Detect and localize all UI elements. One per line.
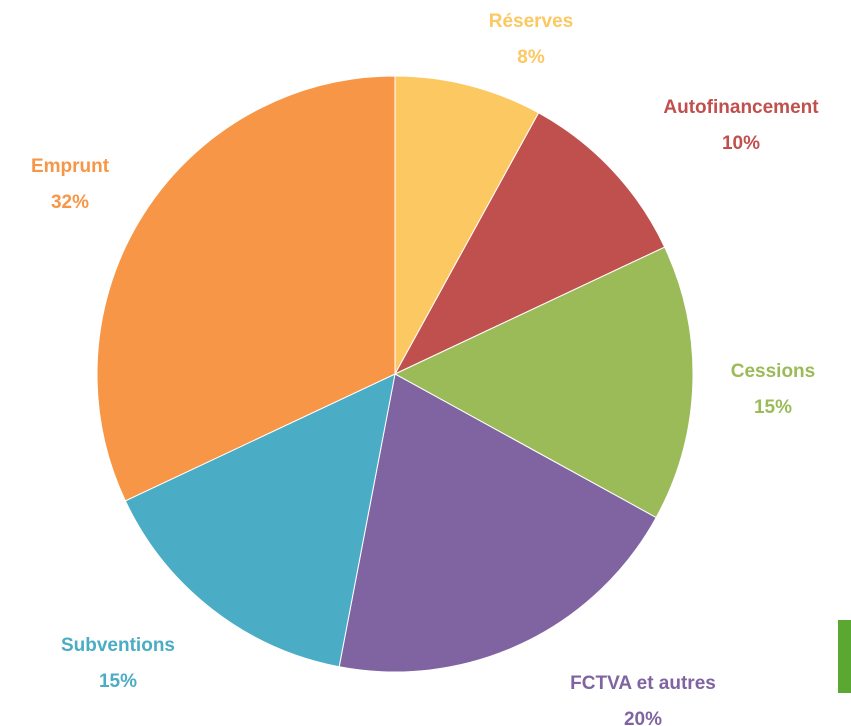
value-label: 20% xyxy=(624,709,662,726)
value-label: 8% xyxy=(517,47,545,68)
slice-label: FCTVA et autres xyxy=(570,673,716,694)
decoration xyxy=(838,620,851,693)
slice-label: Subventions xyxy=(61,635,175,656)
pie-slice xyxy=(124,373,396,668)
slice-label: Autofinancement xyxy=(663,97,819,118)
value-label: 10% xyxy=(722,133,760,154)
pie-slice xyxy=(393,246,694,519)
slice-label: Réserves xyxy=(489,11,574,32)
pie-slice xyxy=(338,373,657,673)
value-label: 32% xyxy=(51,192,89,213)
pie-slice xyxy=(96,75,396,502)
slice-label: Cessions xyxy=(731,361,815,382)
pie-slice xyxy=(393,112,666,376)
value-label: 15% xyxy=(99,671,137,692)
pie-slice xyxy=(394,75,540,375)
slice-label: Emprunt xyxy=(31,156,110,177)
value-label: 15% xyxy=(754,397,792,418)
